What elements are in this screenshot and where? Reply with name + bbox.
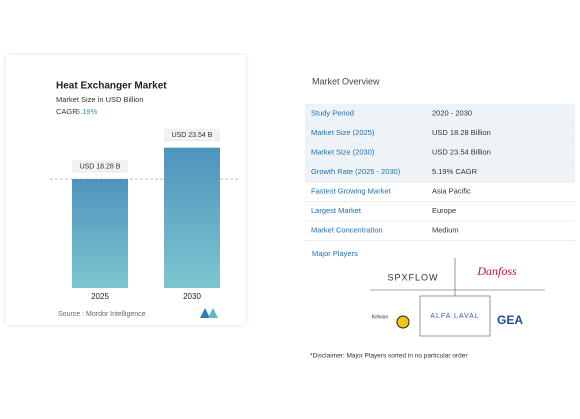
row-value: Asia Pacific xyxy=(432,187,471,196)
chart-subtitle: Market Size in USD Billion xyxy=(56,95,144,104)
row-value: Medium xyxy=(432,226,459,235)
bar xyxy=(72,179,128,288)
row-background xyxy=(305,123,575,143)
row-label: Market Concentration xyxy=(311,226,383,235)
row-label: Study Period xyxy=(311,109,354,118)
row-value: Europe xyxy=(432,206,456,215)
row-label: Largest Market xyxy=(311,206,362,215)
overview-title: Market Overview xyxy=(312,76,380,86)
players-grid xyxy=(370,258,545,337)
row-value: USD 18.28 Billion xyxy=(432,128,491,137)
row-background xyxy=(305,162,575,182)
x-tick-label: 2030 xyxy=(183,292,201,301)
source: Source : Mordor Intelligence xyxy=(58,311,146,318)
row-value: USD 23.54 Billion xyxy=(432,148,491,157)
row-label: Market Size (2030) xyxy=(311,148,375,157)
row-background xyxy=(305,143,575,163)
logo xyxy=(200,308,218,318)
cagr-value: 5.19% xyxy=(76,107,98,116)
player-logo: Kelvion xyxy=(372,314,389,320)
x-tick-label: 2025 xyxy=(91,292,109,301)
value-label: USD 18.28 B xyxy=(80,163,121,170)
value-label-box xyxy=(72,160,128,173)
player-logo: ALFA LAVAL xyxy=(430,313,479,320)
player-logo: SPXFLOW xyxy=(387,272,438,282)
kelvion-icon xyxy=(396,315,410,329)
row-label: Fastest Growing Market xyxy=(311,187,392,196)
value-label: USD 23.54 B xyxy=(172,132,213,139)
row-background xyxy=(305,104,575,124)
players-title: Major Players xyxy=(312,249,358,258)
chart-title: Heat Exchanger Market xyxy=(56,81,167,92)
row-label: Growth Rate (2025 - 2030) xyxy=(311,167,401,176)
player-logo: GEA xyxy=(497,313,523,327)
row-value: 5.19% CAGR xyxy=(432,167,478,176)
disclaimer: *Disclaimer: Major Players sorted in no … xyxy=(310,353,468,360)
row-value: 2020 - 2030 xyxy=(432,109,472,118)
row-label: Market Size (2025) xyxy=(311,128,375,137)
value-label-box xyxy=(164,129,220,141)
bar xyxy=(164,147,220,288)
player-logo: Danfoss xyxy=(476,264,517,278)
cagr-label: CAGR xyxy=(56,107,78,116)
